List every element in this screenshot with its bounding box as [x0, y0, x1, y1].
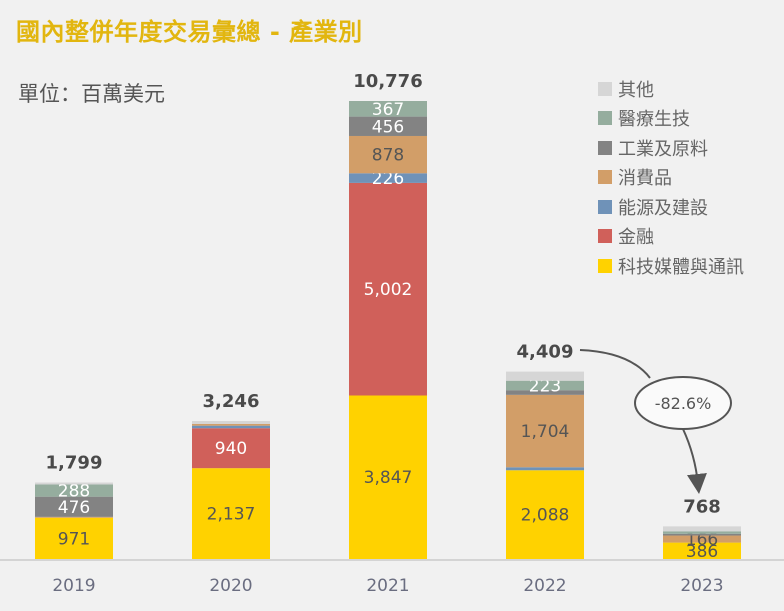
- bar-segment: [506, 470, 584, 559]
- legend-item: 工業及原料: [598, 133, 744, 163]
- segment-label: 226: [372, 169, 404, 189]
- annotation-arrow-out: [682, 428, 707, 494]
- legend-label: 其他: [618, 79, 654, 101]
- bar-segment: [349, 116, 427, 136]
- legend-item: 能源及建設: [598, 192, 744, 222]
- bar-segment: [192, 428, 270, 469]
- change-annotation: -82.6%: [579, 349, 732, 494]
- segment-label: 5,002: [364, 280, 413, 300]
- legend-swatch: [598, 111, 612, 126]
- bar-segment: [192, 421, 270, 424]
- legend-label: 消費品: [618, 168, 672, 190]
- x-tick-label: 2020: [209, 576, 252, 596]
- x-tick-label: 2019: [52, 576, 95, 596]
- total-label: 3,246: [203, 391, 260, 412]
- x-tick-label: 2023: [680, 576, 723, 596]
- bar-segment: [663, 535, 741, 543]
- bar-segment: [192, 468, 270, 559]
- segment-label: 476: [58, 498, 90, 518]
- segment-label: 3,847: [364, 468, 413, 488]
- bar-segment: [35, 517, 113, 559]
- bar-segment: [506, 390, 584, 395]
- segment-label: 367: [372, 100, 404, 120]
- bar-segment: [35, 496, 113, 517]
- segment-label: 386: [686, 542, 718, 562]
- legend-label: 醫療生技: [618, 109, 690, 131]
- total-label: 768: [683, 496, 721, 517]
- legend-swatch: [598, 81, 612, 96]
- bar-segment: [506, 371, 584, 381]
- segment-label: 2,137: [207, 505, 256, 525]
- bar-segment: [35, 516, 113, 518]
- legend: 其他醫療生技工業及原料消費品能源及建設金融科技媒體與通訊: [598, 74, 744, 281]
- legend-item: 醫療生技: [598, 104, 744, 134]
- bar-segment: [663, 526, 741, 532]
- segment-label: 1,704: [521, 422, 570, 442]
- legend-swatch: [598, 170, 612, 185]
- bar-segment: [349, 173, 427, 183]
- legend-label: 工業及原料: [618, 138, 708, 160]
- bar-segment: [349, 101, 427, 117]
- bar-segment: [192, 423, 270, 426]
- annotation-arrow-in: [579, 349, 651, 379]
- legend-swatch: [598, 140, 612, 155]
- bar-segment: [349, 135, 427, 174]
- segment-label: 288: [58, 482, 90, 502]
- bar-segment: [35, 482, 113, 485]
- bar-segment: [506, 380, 584, 391]
- chart-title: 國內整併年度交易彙總 - 產業別: [16, 18, 363, 46]
- legend-swatch: [598, 258, 612, 273]
- segment-label: 223: [529, 376, 561, 396]
- unit-label: 單位：百萬美元: [18, 82, 165, 106]
- bar-segment: [663, 542, 741, 559]
- bar-segment: [506, 394, 584, 468]
- x-tick-label: 2021: [366, 576, 409, 596]
- total-label: 1,799: [46, 453, 103, 474]
- segment-label: 878: [372, 146, 404, 166]
- bar-segment: [349, 395, 427, 559]
- legend-item: 科技媒體與通訊: [598, 251, 744, 281]
- bar-segment: [506, 467, 584, 471]
- segment-label: 456: [372, 117, 404, 137]
- x-tick-label: 2022: [523, 576, 566, 596]
- legend-item: 其他: [598, 74, 744, 104]
- legend-label: 金融: [618, 227, 654, 249]
- bar-segment: [35, 484, 113, 497]
- legend-label: 科技媒體與通訊: [618, 256, 744, 278]
- total-label: 4,409: [517, 342, 574, 363]
- legend-item: 消費品: [598, 163, 744, 193]
- segment-label: 2,088: [521, 506, 570, 526]
- legend-label: 能源及建設: [618, 197, 708, 219]
- segment-label: 971: [58, 529, 90, 549]
- bar-segment: [192, 425, 270, 429]
- legend-swatch: [598, 229, 612, 244]
- annotation-label: -82.6%: [655, 394, 712, 413]
- bar-segment: [349, 182, 427, 396]
- legend-item: 金融: [598, 222, 744, 252]
- bar-segment: [663, 533, 741, 536]
- segment-label: 940: [215, 439, 247, 459]
- bar-segment: [663, 531, 741, 534]
- legend-swatch: [598, 199, 612, 214]
- total-label: 10,776: [353, 71, 422, 92]
